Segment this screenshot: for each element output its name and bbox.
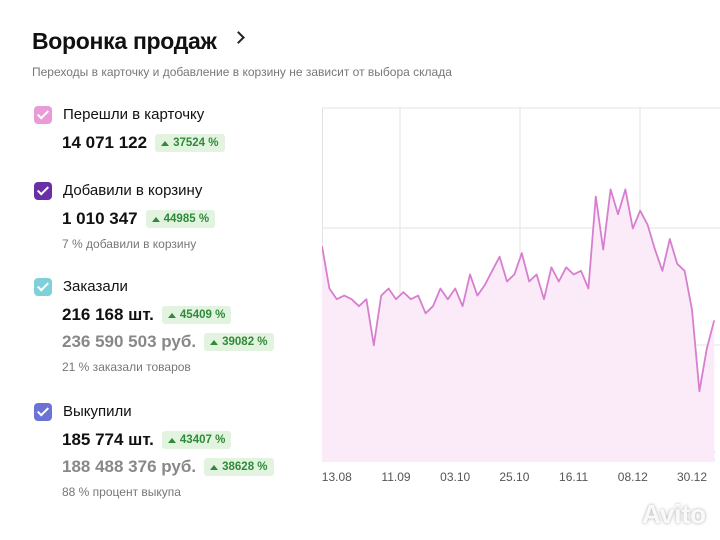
area xyxy=(322,189,715,462)
metric-note: 7 % добавили в корзину xyxy=(62,237,197,251)
x-tick-label: 11.09 xyxy=(381,470,410,484)
metric-note: 21 % заказали товаров xyxy=(62,360,191,374)
subtitle: Переходы в карточку и добавление в корзи… xyxy=(32,65,452,79)
checkbox[interactable] xyxy=(34,403,52,421)
change-badge: 43407 % xyxy=(161,431,232,449)
metric-label: Заказали xyxy=(63,278,128,295)
metric-row: 216 168 шт. 45409 % xyxy=(62,304,232,326)
title: Воронка продаж xyxy=(32,28,217,54)
metric-label: Добавили в корзину xyxy=(63,182,203,199)
metric-value: 185 774 шт. xyxy=(62,430,154,449)
metric-label: Перешли в карточку xyxy=(63,106,205,123)
checkbox[interactable] xyxy=(34,182,52,200)
checkbox[interactable] xyxy=(34,278,52,296)
chevron[interactable] xyxy=(232,31,245,44)
metric-value: 216 168 шт. xyxy=(62,305,154,324)
metric-value: 188 488 376 руб. xyxy=(62,457,197,476)
watermark: Avito xyxy=(641,499,706,529)
x-tick-label: 25.10 xyxy=(499,470,529,484)
change-badge: 39082 % xyxy=(204,333,274,351)
metric-note: 88 % процент выкупа xyxy=(62,485,181,499)
x-tick-label: 08.12 xyxy=(618,470,648,484)
metric-row: 14 071 122 37524 % xyxy=(62,132,225,154)
x-tick-label: 16.11 xyxy=(559,470,588,484)
change-badge: 37524 % xyxy=(155,134,225,152)
change-badge: 38628 % xyxy=(204,458,274,476)
metric-label: Выкупили xyxy=(63,403,132,420)
change-badge: 45409 % xyxy=(161,306,232,324)
metric-value: 14 071 122 xyxy=(62,133,148,152)
metric-row: 188 488 376 руб. 38628 % xyxy=(62,456,274,478)
metric-row: 185 774 шт. 43407 % xyxy=(62,429,232,451)
change-badge: 44985 % xyxy=(145,210,216,228)
line xyxy=(322,188,716,393)
checkbox[interactable] xyxy=(34,106,52,124)
metric-row: 236 590 503 руб. 39082 % xyxy=(62,331,274,353)
metric-value: 236 590 503 руб. xyxy=(62,332,197,351)
x-tick-label: 13.08 xyxy=(322,470,352,484)
x-tick-label: 30.12 xyxy=(677,470,707,484)
metric-row: 1 010 347 44985 % xyxy=(62,208,216,230)
metric-value: 1 010 347 xyxy=(62,209,138,228)
chart: 13.08 11.09 03.10 25.10 16.11 08.12 30.12 xyxy=(322,107,720,484)
x-tick-label: 03.10 xyxy=(440,470,470,484)
